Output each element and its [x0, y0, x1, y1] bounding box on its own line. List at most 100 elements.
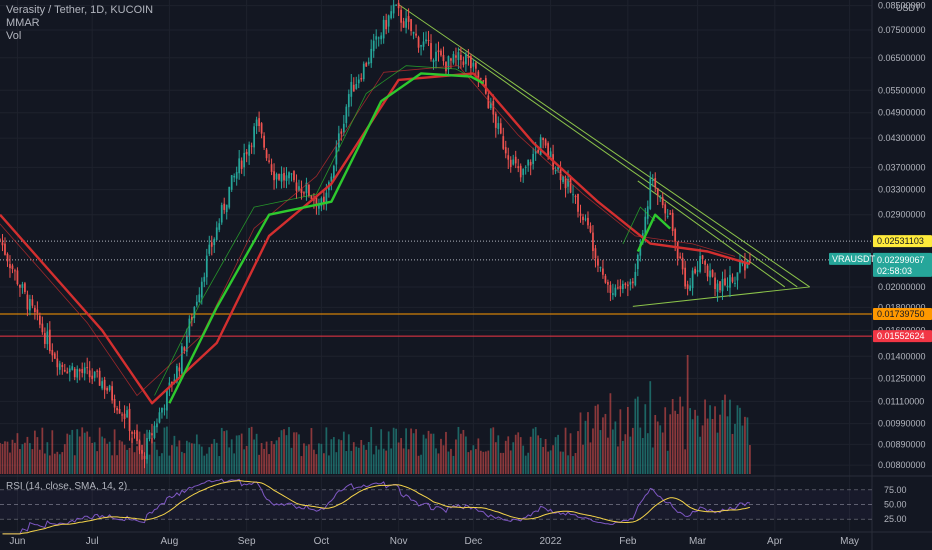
candle-body	[415, 33, 417, 36]
volume-bar	[310, 428, 313, 474]
candle-body	[447, 56, 450, 70]
candle-body	[273, 171, 275, 181]
candle-body	[118, 408, 121, 414]
symbol-title[interactable]: Verasity / Tether, 1D, KUCOIN	[6, 4, 154, 16]
candle-body	[467, 56, 470, 58]
candle-body	[400, 9, 402, 23]
volume-bar	[123, 444, 126, 474]
rsi-legend[interactable]: RSI (14, close, SMA, 14, 2)	[6, 481, 128, 492]
candle-body	[308, 184, 310, 196]
volume-bar	[218, 456, 221, 474]
volume-bar	[68, 434, 71, 474]
candle-body	[656, 188, 659, 196]
price-level-lines[interactable]	[0, 240, 872, 337]
candle-body	[36, 309, 39, 313]
candle-body	[163, 408, 166, 410]
volume-bar	[519, 437, 522, 474]
candle-body	[455, 55, 457, 58]
price-tick-label: 0.04900000	[878, 108, 926, 118]
candle-body	[452, 54, 455, 63]
volume-bar	[522, 445, 525, 474]
candle-body	[323, 196, 325, 203]
candle-body	[716, 283, 719, 292]
volume-bar	[671, 398, 674, 474]
price-tick-label: 0.05500000	[878, 85, 926, 95]
volume-bar	[340, 440, 343, 474]
volume-bar	[631, 427, 634, 474]
volume-bar	[380, 429, 383, 474]
candle-body	[123, 413, 126, 419]
candle-body	[34, 307, 36, 313]
volume-bar	[654, 414, 657, 474]
indicator-mmar-label[interactable]: MMAR	[6, 17, 40, 29]
candle-body	[203, 276, 206, 282]
candle-body	[734, 282, 736, 284]
candle-body	[290, 173, 293, 175]
volume-bar	[430, 433, 432, 474]
volume-bar	[644, 404, 647, 474]
volume-bar	[739, 407, 741, 474]
volume-bar	[422, 434, 425, 474]
candle-body	[213, 238, 216, 246]
candle-body	[569, 177, 572, 193]
candle-body	[427, 39, 430, 41]
candle-body	[532, 153, 535, 164]
candle-body	[260, 123, 263, 134]
volume-bar	[455, 439, 457, 474]
candle-body	[524, 166, 527, 168]
volume-bar	[741, 425, 744, 474]
candle-body	[472, 62, 475, 67]
indicator-vol-label[interactable]: Vol	[6, 30, 22, 42]
volume-bar	[537, 435, 540, 474]
volume-bar	[323, 453, 325, 474]
candle-body	[138, 440, 141, 451]
candle-body	[335, 147, 338, 165]
candle-body	[450, 58, 452, 61]
volume-bar	[258, 454, 260, 474]
volume-bar	[699, 436, 701, 474]
volume-bar	[544, 439, 547, 474]
volume-bar	[335, 452, 338, 474]
candle-body	[412, 31, 415, 34]
volume-bar	[731, 433, 734, 474]
candle-body	[285, 175, 288, 182]
ma-line-red	[0, 72, 751, 405]
candle-body	[544, 139, 547, 146]
price-tick-label: 0.04300000	[878, 133, 926, 143]
volume-bar	[63, 444, 66, 474]
volume-bar	[83, 432, 86, 474]
volume-bar	[390, 448, 393, 474]
volume-bar	[190, 443, 193, 474]
volume-bar	[325, 427, 328, 474]
candle-body	[422, 41, 425, 47]
volume-bar	[250, 426, 253, 474]
candle-body	[644, 216, 647, 236]
candle-body	[29, 299, 31, 311]
candle-body	[357, 79, 360, 84]
candle-body	[156, 423, 158, 428]
candle-body	[686, 284, 689, 289]
volume-bar	[494, 442, 497, 474]
candle-body	[76, 369, 79, 378]
candle-body	[126, 410, 128, 418]
candle-body	[56, 358, 59, 368]
volume-bar	[666, 450, 669, 474]
candle-body	[649, 178, 652, 209]
candle-body	[153, 425, 156, 438]
volume-bar	[1, 443, 4, 474]
time-axis[interactable]: Jun Jul Aug Sep Oct Nov Dec 2022 Feb Mar Apr May	[9, 536, 859, 547]
volume-bar	[445, 431, 447, 474]
volume-bar	[91, 442, 94, 474]
candle-body	[370, 48, 373, 64]
candle-body	[542, 137, 545, 141]
candle-body	[666, 215, 669, 217]
candle-body	[268, 160, 270, 162]
volume-bar	[470, 450, 472, 474]
candle-body	[61, 365, 64, 367]
volume-bar	[81, 427, 84, 474]
candle-body	[557, 167, 559, 170]
candle-body	[198, 294, 201, 303]
candle-body	[225, 204, 228, 213]
